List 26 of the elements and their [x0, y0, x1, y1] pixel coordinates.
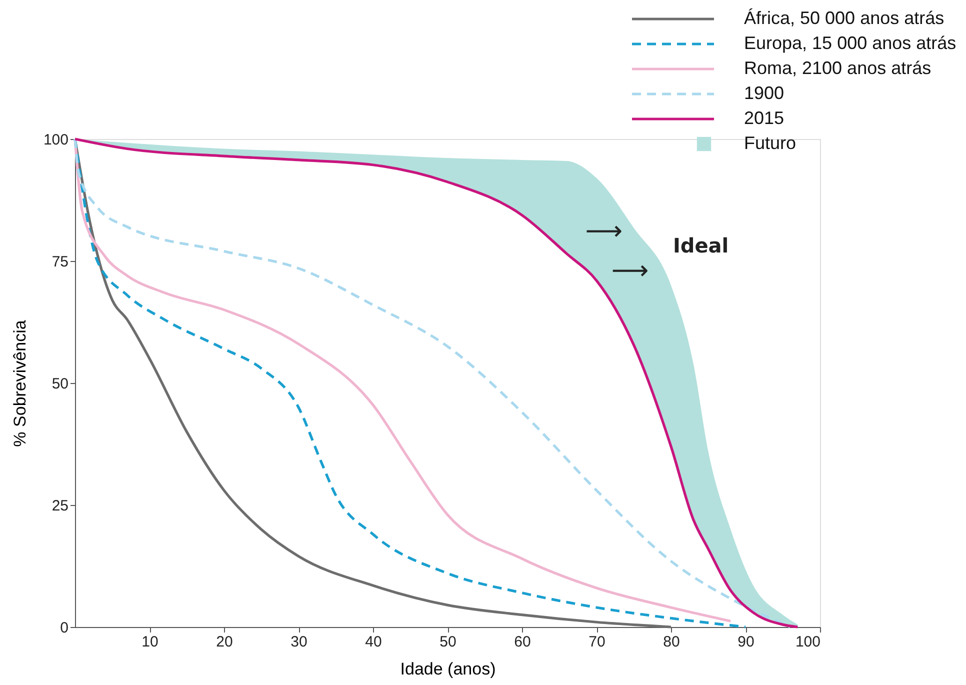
y-tick-label: 75	[52, 254, 68, 270]
annotation: ⟶	[585, 216, 623, 247]
x-tick-label: 60	[514, 634, 531, 650]
legend-label: Futuro	[744, 133, 796, 153]
legend-label: 1900	[744, 83, 784, 103]
x-axis-title: Idade (anos)	[400, 660, 496, 678]
annotation: Ideal	[672, 233, 729, 258]
x-tick-label: 70	[588, 634, 606, 650]
x-tick-label: 90	[738, 634, 754, 650]
y-tick-label: 0	[60, 620, 68, 636]
legend-label: 2015	[744, 108, 784, 128]
x-tick-label: 30	[290, 634, 308, 650]
legend-label: Roma, 2100 anos atrás	[744, 58, 932, 78]
y-axis-title: % Sobrevivência	[10, 320, 30, 447]
legend-label: África, 50 000 anos atrás	[744, 8, 944, 28]
y-tick-label: 25	[52, 498, 68, 514]
x-tick-label: 80	[663, 634, 680, 650]
x-tick-label: 10	[142, 634, 158, 650]
x-tick-label: 40	[365, 634, 382, 650]
y-tick-label: 100	[43, 132, 68, 148]
annotation: ⟶	[611, 256, 649, 286]
legend-label: Europa, 15 000 anos atrás	[744, 33, 956, 53]
y-tick-label: 50	[52, 376, 68, 392]
x-tick-label: 100	[795, 634, 820, 650]
x-tick-label: 50	[440, 634, 456, 650]
x-tick-label: 20	[216, 634, 233, 650]
